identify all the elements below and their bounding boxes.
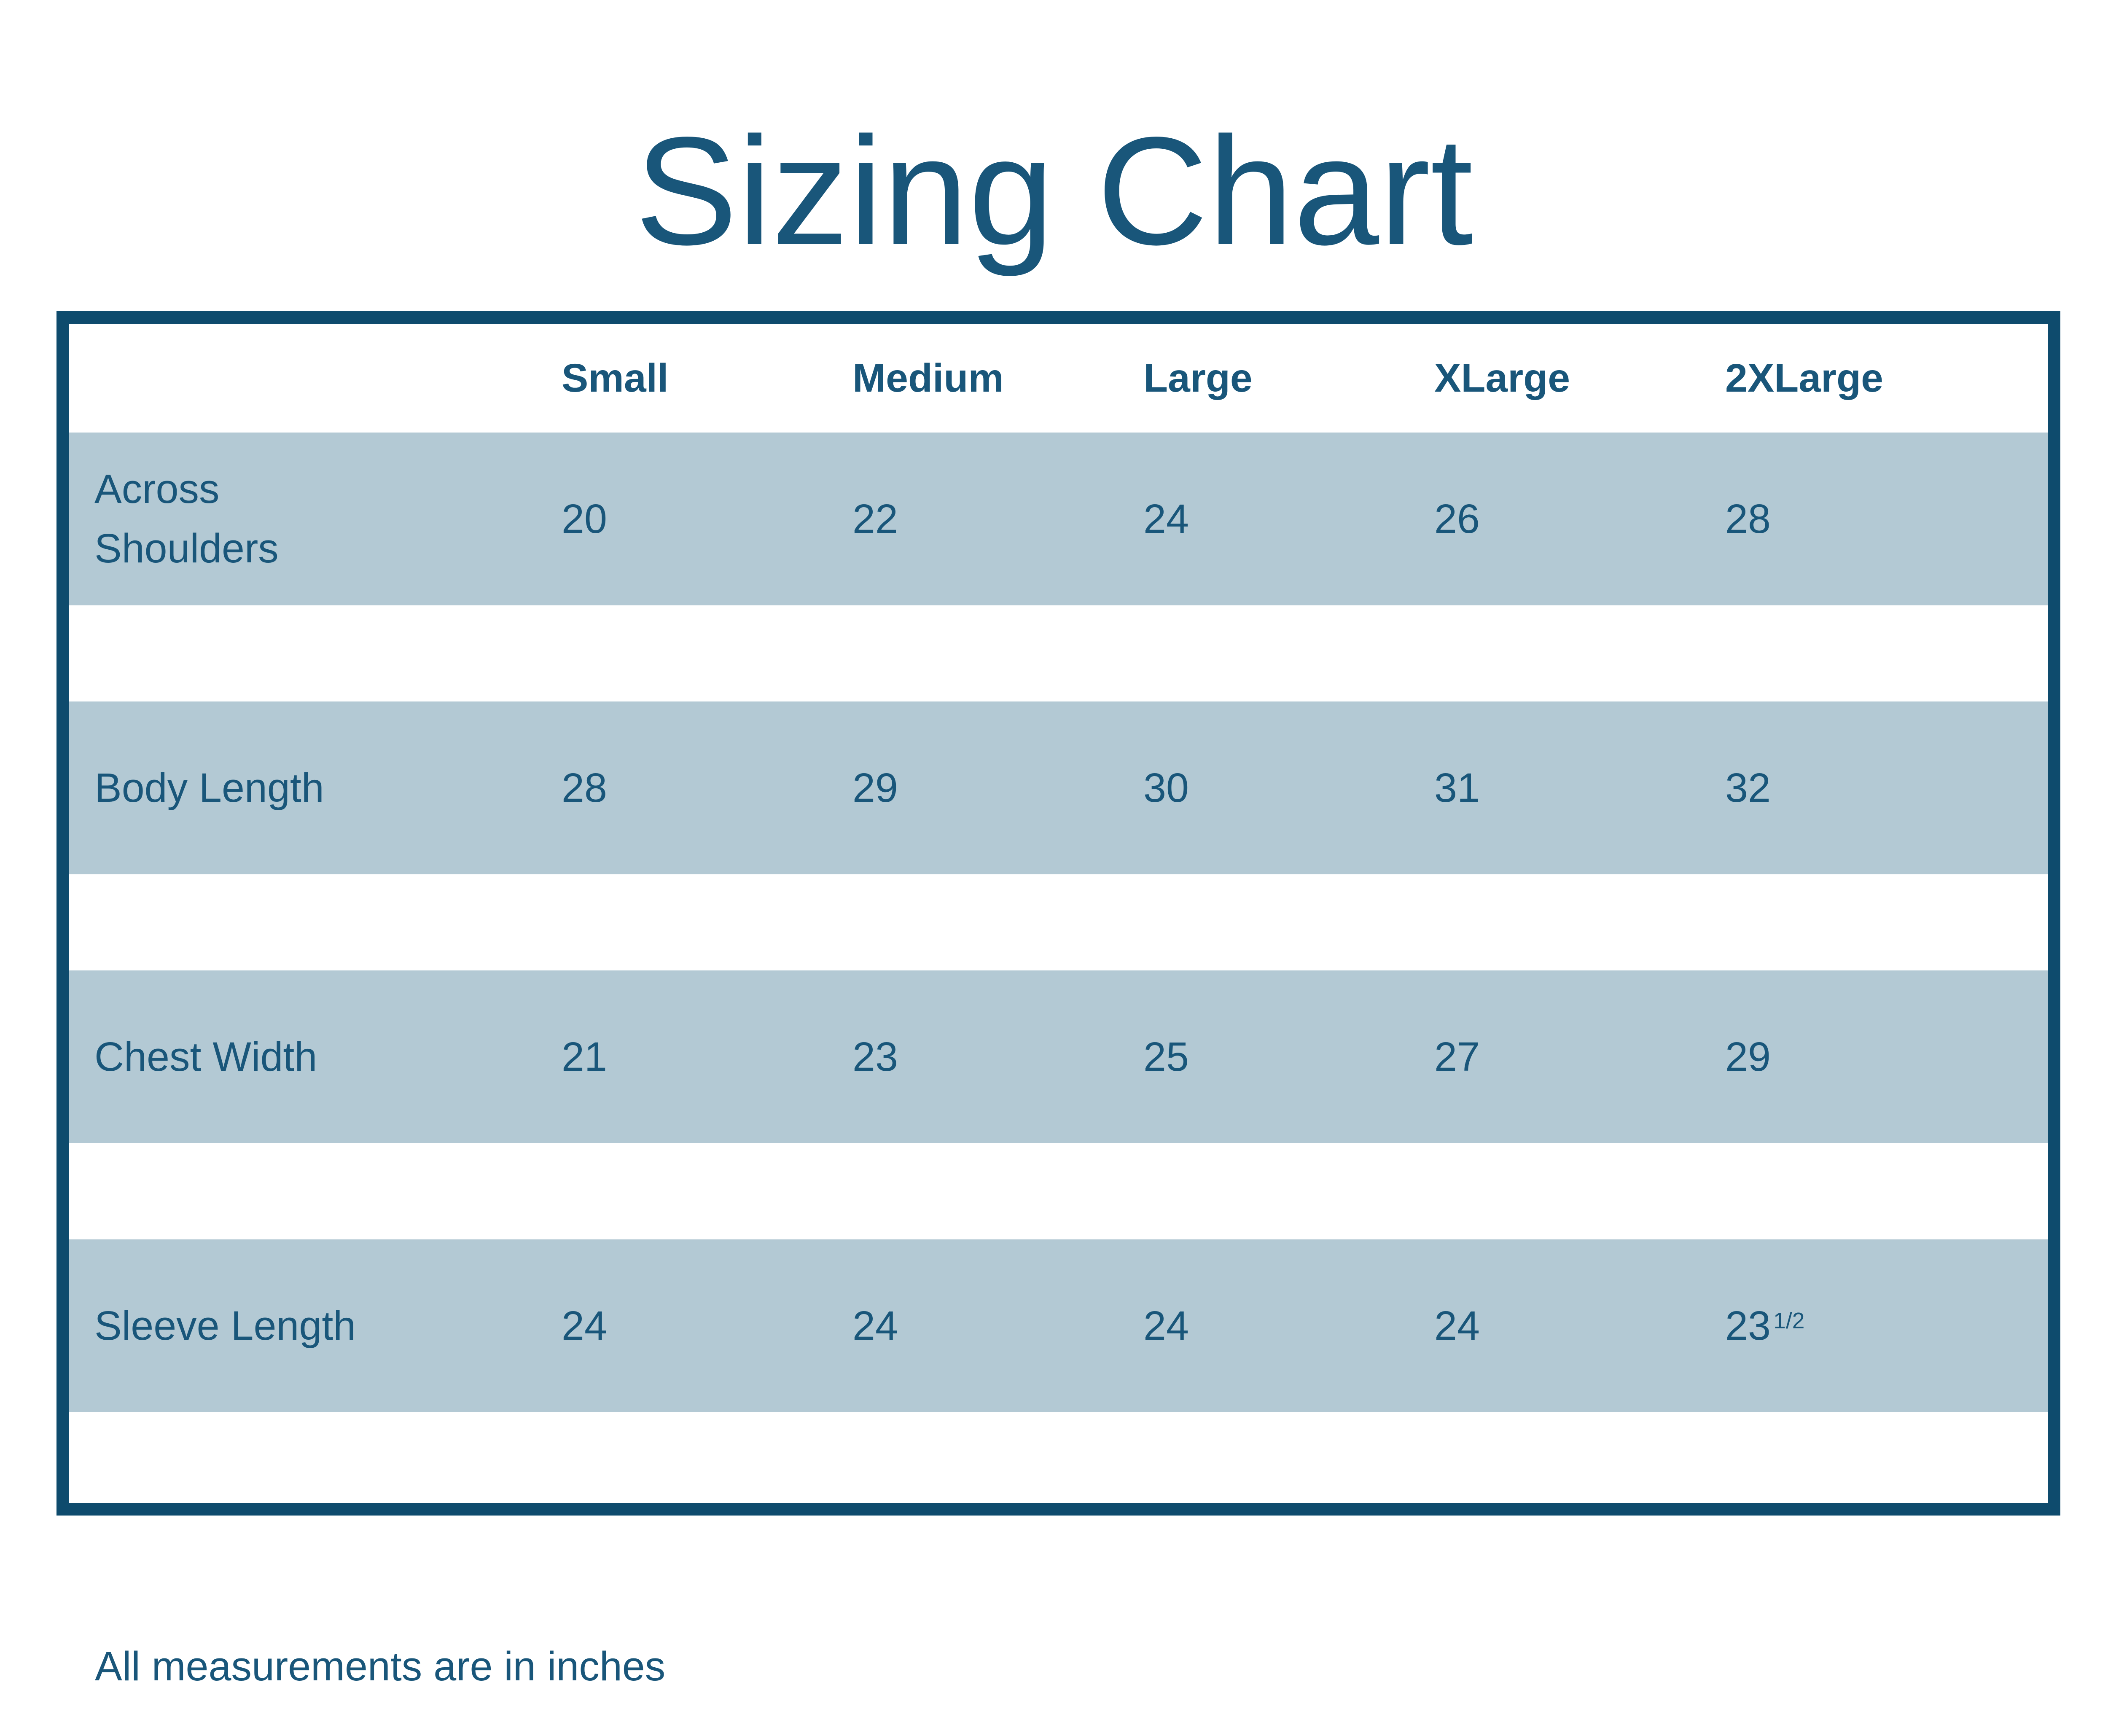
size-value: 21 [562,1034,607,1080]
size-value: 27 [1434,1034,1480,1080]
size-value: 30 [1143,765,1189,811]
sizing-table: Small Medium Large XLarge 2XLarge Across… [56,311,2060,1516]
column-header-medium: Medium [852,355,1004,400]
column-header-small: Small [562,355,669,400]
size-value: 31 [1434,765,1480,811]
measurements-note: All measurements are in inches [95,1643,666,1689]
column-header-xlarge: XLarge [1434,355,1570,400]
table-row: Across Shoulders 20 22 24 26 28 [69,433,2048,605]
fraction-superscript: 1/2 [1773,1309,1805,1334]
row-label: Sleeve Length [94,1302,356,1349]
table-row: Chest Width 21 23 25 27 29 [69,970,2048,1143]
size-value: 24 [1434,1303,1480,1349]
column-header-large: Large [1143,355,1253,400]
size-value: 29 [1725,1034,1771,1080]
size-value: 28 [562,765,607,811]
size-value: 25 [1143,1034,1189,1080]
table-header-row: Small Medium Large XLarge 2XLarge [69,324,2048,433]
row-label: Chest Width [94,1033,317,1080]
size-value: 22 [852,496,898,542]
size-value: 24 [1143,1303,1189,1349]
column-header-2xlarge: 2XLarge [1725,355,1883,400]
table-row: Sleeve Length 24 24 24 24 23 1/2 [69,1239,2048,1412]
size-value: 23 1/2 [1725,1303,1805,1349]
size-value: 28 [1725,496,1771,542]
size-value: 24 [562,1303,607,1349]
row-label: Across Shoulders [94,466,279,571]
row-label: Body Length [94,764,324,811]
size-value: 32 [1725,765,1771,811]
size-value: 23 [852,1034,898,1080]
size-value: 26 [1434,496,1480,542]
size-value: 20 [562,496,607,542]
page-title: Sizing Chart [635,105,1473,277]
size-value: 24 [1143,496,1189,542]
size-value: 24 [852,1303,898,1349]
table-row: Body Length 28 29 30 31 32 [69,701,2048,874]
size-value: 29 [852,765,898,811]
